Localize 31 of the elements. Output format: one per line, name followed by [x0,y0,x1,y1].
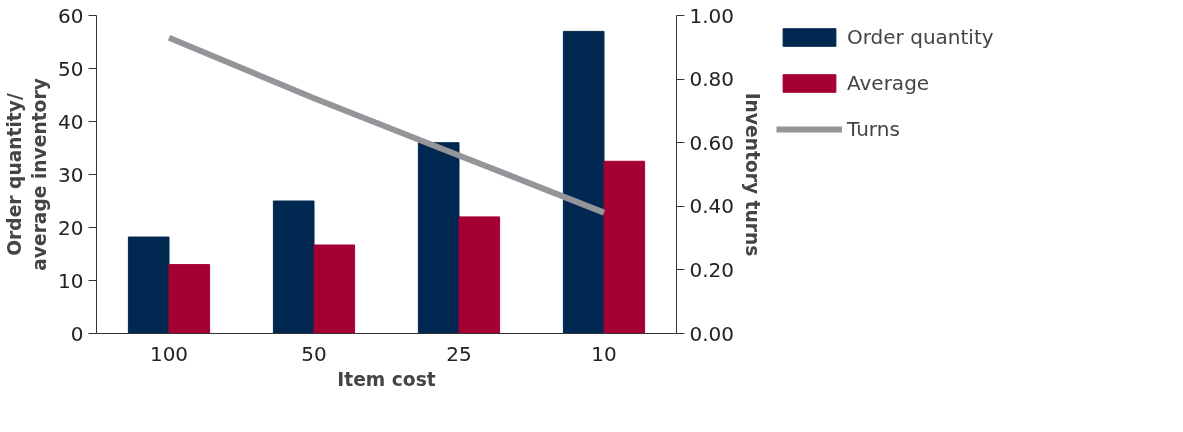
y2-tick-label: 0.00 [689,321,735,346]
x-tick-label: 25 [446,341,472,366]
legend-label: Turns [847,117,900,141]
y-tick-label: 30 [58,162,84,187]
x-tick-label: 50 [301,341,327,366]
y-tick-label: 20 [58,215,84,240]
bar [168,264,211,334]
y2-tick-label: 0.80 [689,67,735,92]
bar [458,216,501,334]
x-tick-label: 100 [149,341,189,366]
y2-tick-label: 0.40 [689,194,735,219]
bar [313,244,356,334]
y-tick-label: 60 [58,3,84,28]
legend-label: Average [847,71,930,95]
bar [272,200,315,334]
x-tick-label: 10 [591,341,617,366]
x-axis-title: Item cost [337,368,436,390]
y2-tick-label: 0.60 [689,130,735,155]
y2-tick-label: 0.20 [689,257,735,282]
y-axis-title: Order quantity/ average inventory [3,78,51,271]
bar [417,142,460,334]
y-tick-label: 40 [58,109,84,134]
y-tick-label: 0 [70,321,84,346]
y2-tick-label: 1.00 [689,3,735,28]
y-tick-label: 10 [58,268,84,293]
y2-axis-title: Inventory turns [742,92,764,257]
bar [127,236,170,334]
bar [603,160,646,334]
bar [562,30,605,334]
y-tick-label: 50 [58,56,84,81]
legend-label: Order quantity [847,25,994,49]
